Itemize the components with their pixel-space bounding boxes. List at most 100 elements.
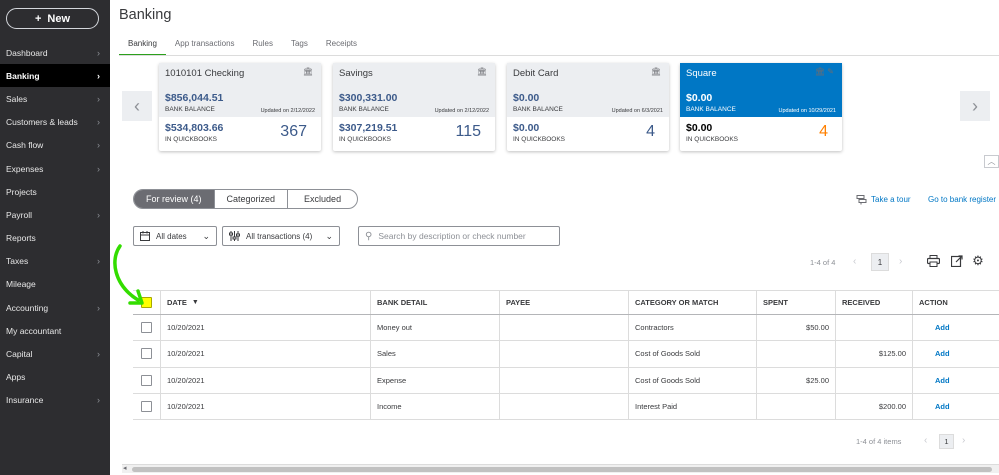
sidebar-item-dashboard[interactable]: Dashboard › xyxy=(0,41,110,64)
category-cell[interactable]: Cost of Goods Sold xyxy=(628,367,756,393)
bank-icon: 🏛 xyxy=(650,67,661,76)
sidebar-item-my-accountant[interactable]: My accountant xyxy=(0,319,110,342)
bank-detail-cell: Sales xyxy=(370,341,499,367)
tab-excluded[interactable]: Excluded xyxy=(304,194,342,204)
pager-range-top: 1-4 of 4 xyxy=(810,258,836,267)
payee-cell[interactable] xyxy=(499,367,628,393)
sidebar-item-accounting[interactable]: Accounting › xyxy=(0,296,110,319)
bank-detail-cell: Money out xyxy=(370,315,499,341)
sidebar-item-banking[interactable]: Banking › xyxy=(0,64,110,88)
chevron-up-icon: ︿ xyxy=(987,157,996,166)
add-button[interactable]: Add xyxy=(935,402,950,412)
chevron-right-icon: › xyxy=(97,70,100,81)
sidebar-item-cash-flow[interactable]: Cash flow › xyxy=(0,134,110,157)
chevron-right-icon: › xyxy=(97,117,100,128)
table-header: DATE ▼ BANK DETAIL PAYEE CATEGORY OR MAT… xyxy=(133,290,999,315)
tab-rules[interactable]: Rules xyxy=(252,39,273,48)
sidebar-item-label: My accountant xyxy=(6,325,62,336)
row-checkbox[interactable] xyxy=(141,401,152,413)
quickbooks-balance-value: $0.00 xyxy=(686,122,713,134)
column-header-date[interactable]: DATE ▼ xyxy=(160,291,370,314)
carousel-prev-button[interactable]: ‹ xyxy=(122,91,152,121)
sidebar-item-taxes[interactable]: Taxes › xyxy=(0,250,110,273)
spent-cell xyxy=(756,341,835,367)
account-card[interactable]: 1010101 Checking 🏛 $856,044.51 BANK BALA… xyxy=(159,63,321,151)
tab-tags[interactable]: Tags xyxy=(290,39,308,48)
account-card[interactable]: Savings 🏛 $300,331.00 BANK BALANCE Updat… xyxy=(333,63,495,151)
table-row[interactable]: 10/20/2021 Expense Cost of Goods Sold $2… xyxy=(133,367,999,394)
pager-range-bottom: 1-4 of 4 items xyxy=(856,437,902,446)
pager-page-bottom[interactable]: 1 xyxy=(939,434,954,449)
chevron-down-icon: ⌄ xyxy=(325,230,333,241)
tab-receipts[interactable]: Receipts xyxy=(325,39,357,48)
horizontal-scrollbar[interactable]: ◂ xyxy=(122,464,999,473)
row-checkbox[interactable] xyxy=(141,322,152,334)
account-card[interactable]: Debit Card 🏛 $0.00 BANK BALANCE Updated … xyxy=(507,63,669,151)
pager-prev-top[interactable]: ‹ xyxy=(853,256,856,267)
collapse-cards-button[interactable]: ︿ xyxy=(984,155,999,168)
export-button[interactable] xyxy=(950,254,964,268)
category-cell[interactable]: Cost of Goods Sold xyxy=(628,341,756,367)
table-row[interactable]: 10/20/2021 Money out Contractors $50.00 … xyxy=(133,315,999,342)
sidebar-item-capital[interactable]: Capital › xyxy=(0,342,110,365)
transaction-count: 4 xyxy=(819,123,828,140)
updated-date: Updated on 6/3/2021 xyxy=(611,108,663,114)
table-row[interactable]: 10/20/2021 Income Interest Paid $200.00 … xyxy=(133,393,999,421)
tab-for-review[interactable]: For review (4) xyxy=(134,190,215,208)
sidebar-item-label: Apps xyxy=(6,372,26,383)
scrollbar-thumb[interactable] xyxy=(132,467,992,472)
payee-cell[interactable] xyxy=(499,315,628,341)
account-name: 1010101 Checking xyxy=(165,68,245,79)
add-button[interactable]: Add xyxy=(935,323,950,333)
pager-next-top[interactable]: › xyxy=(899,256,902,267)
sidebar-item-apps[interactable]: Apps xyxy=(0,366,110,389)
sidebar-item-expenses[interactable]: Expenses › xyxy=(0,157,110,180)
sidebar-item-label: Accounting xyxy=(6,302,49,313)
bank-balance-section xyxy=(507,94,669,118)
category-cell[interactable]: Interest Paid xyxy=(628,393,756,420)
chevron-right-icon: › xyxy=(97,302,100,313)
pager-page-top[interactable]: 1 xyxy=(871,253,889,271)
chevron-right-icon: › xyxy=(97,209,100,220)
main-content: Banking Banking App transactions Rules T… xyxy=(110,0,999,475)
bank-icon: 🏛 ✎ xyxy=(814,67,834,76)
quickbooks-balance-label: IN QUICKBOOKS xyxy=(165,136,218,143)
add-button[interactable]: Add xyxy=(935,349,950,359)
spent-cell: $50.00 xyxy=(756,315,835,341)
bank-detail-cell: Expense xyxy=(370,367,499,393)
tab-banking[interactable]: Banking xyxy=(119,36,166,56)
date-filter-dropdown[interactable]: All dates ⌄ xyxy=(133,226,217,246)
pager-prev-bottom[interactable]: ‹ xyxy=(924,435,927,446)
go-to-bank-register-link[interactable]: Go to bank register xyxy=(928,195,997,204)
settings-button[interactable]: ⚙ xyxy=(971,253,985,268)
sidebar-item-projects[interactable]: Projects xyxy=(0,180,110,203)
payee-cell[interactable] xyxy=(499,341,628,367)
print-button[interactable] xyxy=(926,254,940,268)
category-cell[interactable]: Contractors xyxy=(628,315,756,341)
sidebar-item-label: Customers & leads xyxy=(6,117,78,128)
payee-cell[interactable] xyxy=(499,393,628,420)
row-checkbox[interactable] xyxy=(141,374,152,386)
carousel-next-button[interactable]: › xyxy=(960,91,990,121)
tab-categorized[interactable]: Categorized xyxy=(215,190,289,208)
chevron-right-icon: › xyxy=(97,349,100,360)
sidebar-item-payroll[interactable]: Payroll › xyxy=(0,203,110,226)
calendar-icon xyxy=(140,231,150,241)
take-a-tour-link[interactable]: Take a tour xyxy=(856,194,911,205)
sidebar-item-customers-leads[interactable]: Customers & leads › xyxy=(0,111,110,134)
pager-next-bottom[interactable]: › xyxy=(962,435,965,446)
sidebar-item-sales[interactable]: Sales › xyxy=(0,87,110,110)
add-button[interactable]: Add xyxy=(935,375,950,385)
table-row[interactable]: 10/20/2021 Sales Cost of Goods Sold $125… xyxy=(133,341,999,368)
transaction-filter-dropdown[interactable]: All transactions (4) ⌄ xyxy=(222,226,340,246)
account-card-header: 1010101 Checking 🏛 xyxy=(159,63,321,94)
row-select-cell xyxy=(133,341,160,366)
account-card[interactable]: Square 🏛 ✎ $0.00 BANK BALANCE Updated on… xyxy=(680,63,842,151)
search-input[interactable] xyxy=(378,231,549,241)
new-button[interactable]: + New xyxy=(6,8,99,29)
tab-app-transactions[interactable]: App transactions xyxy=(174,39,235,48)
row-checkbox[interactable] xyxy=(141,348,152,360)
sidebar-item-insurance[interactable]: Insurance › xyxy=(0,389,110,412)
sidebar-item-reports[interactable]: Reports xyxy=(0,227,110,250)
sidebar-item-mileage[interactable]: Mileage xyxy=(0,273,110,296)
